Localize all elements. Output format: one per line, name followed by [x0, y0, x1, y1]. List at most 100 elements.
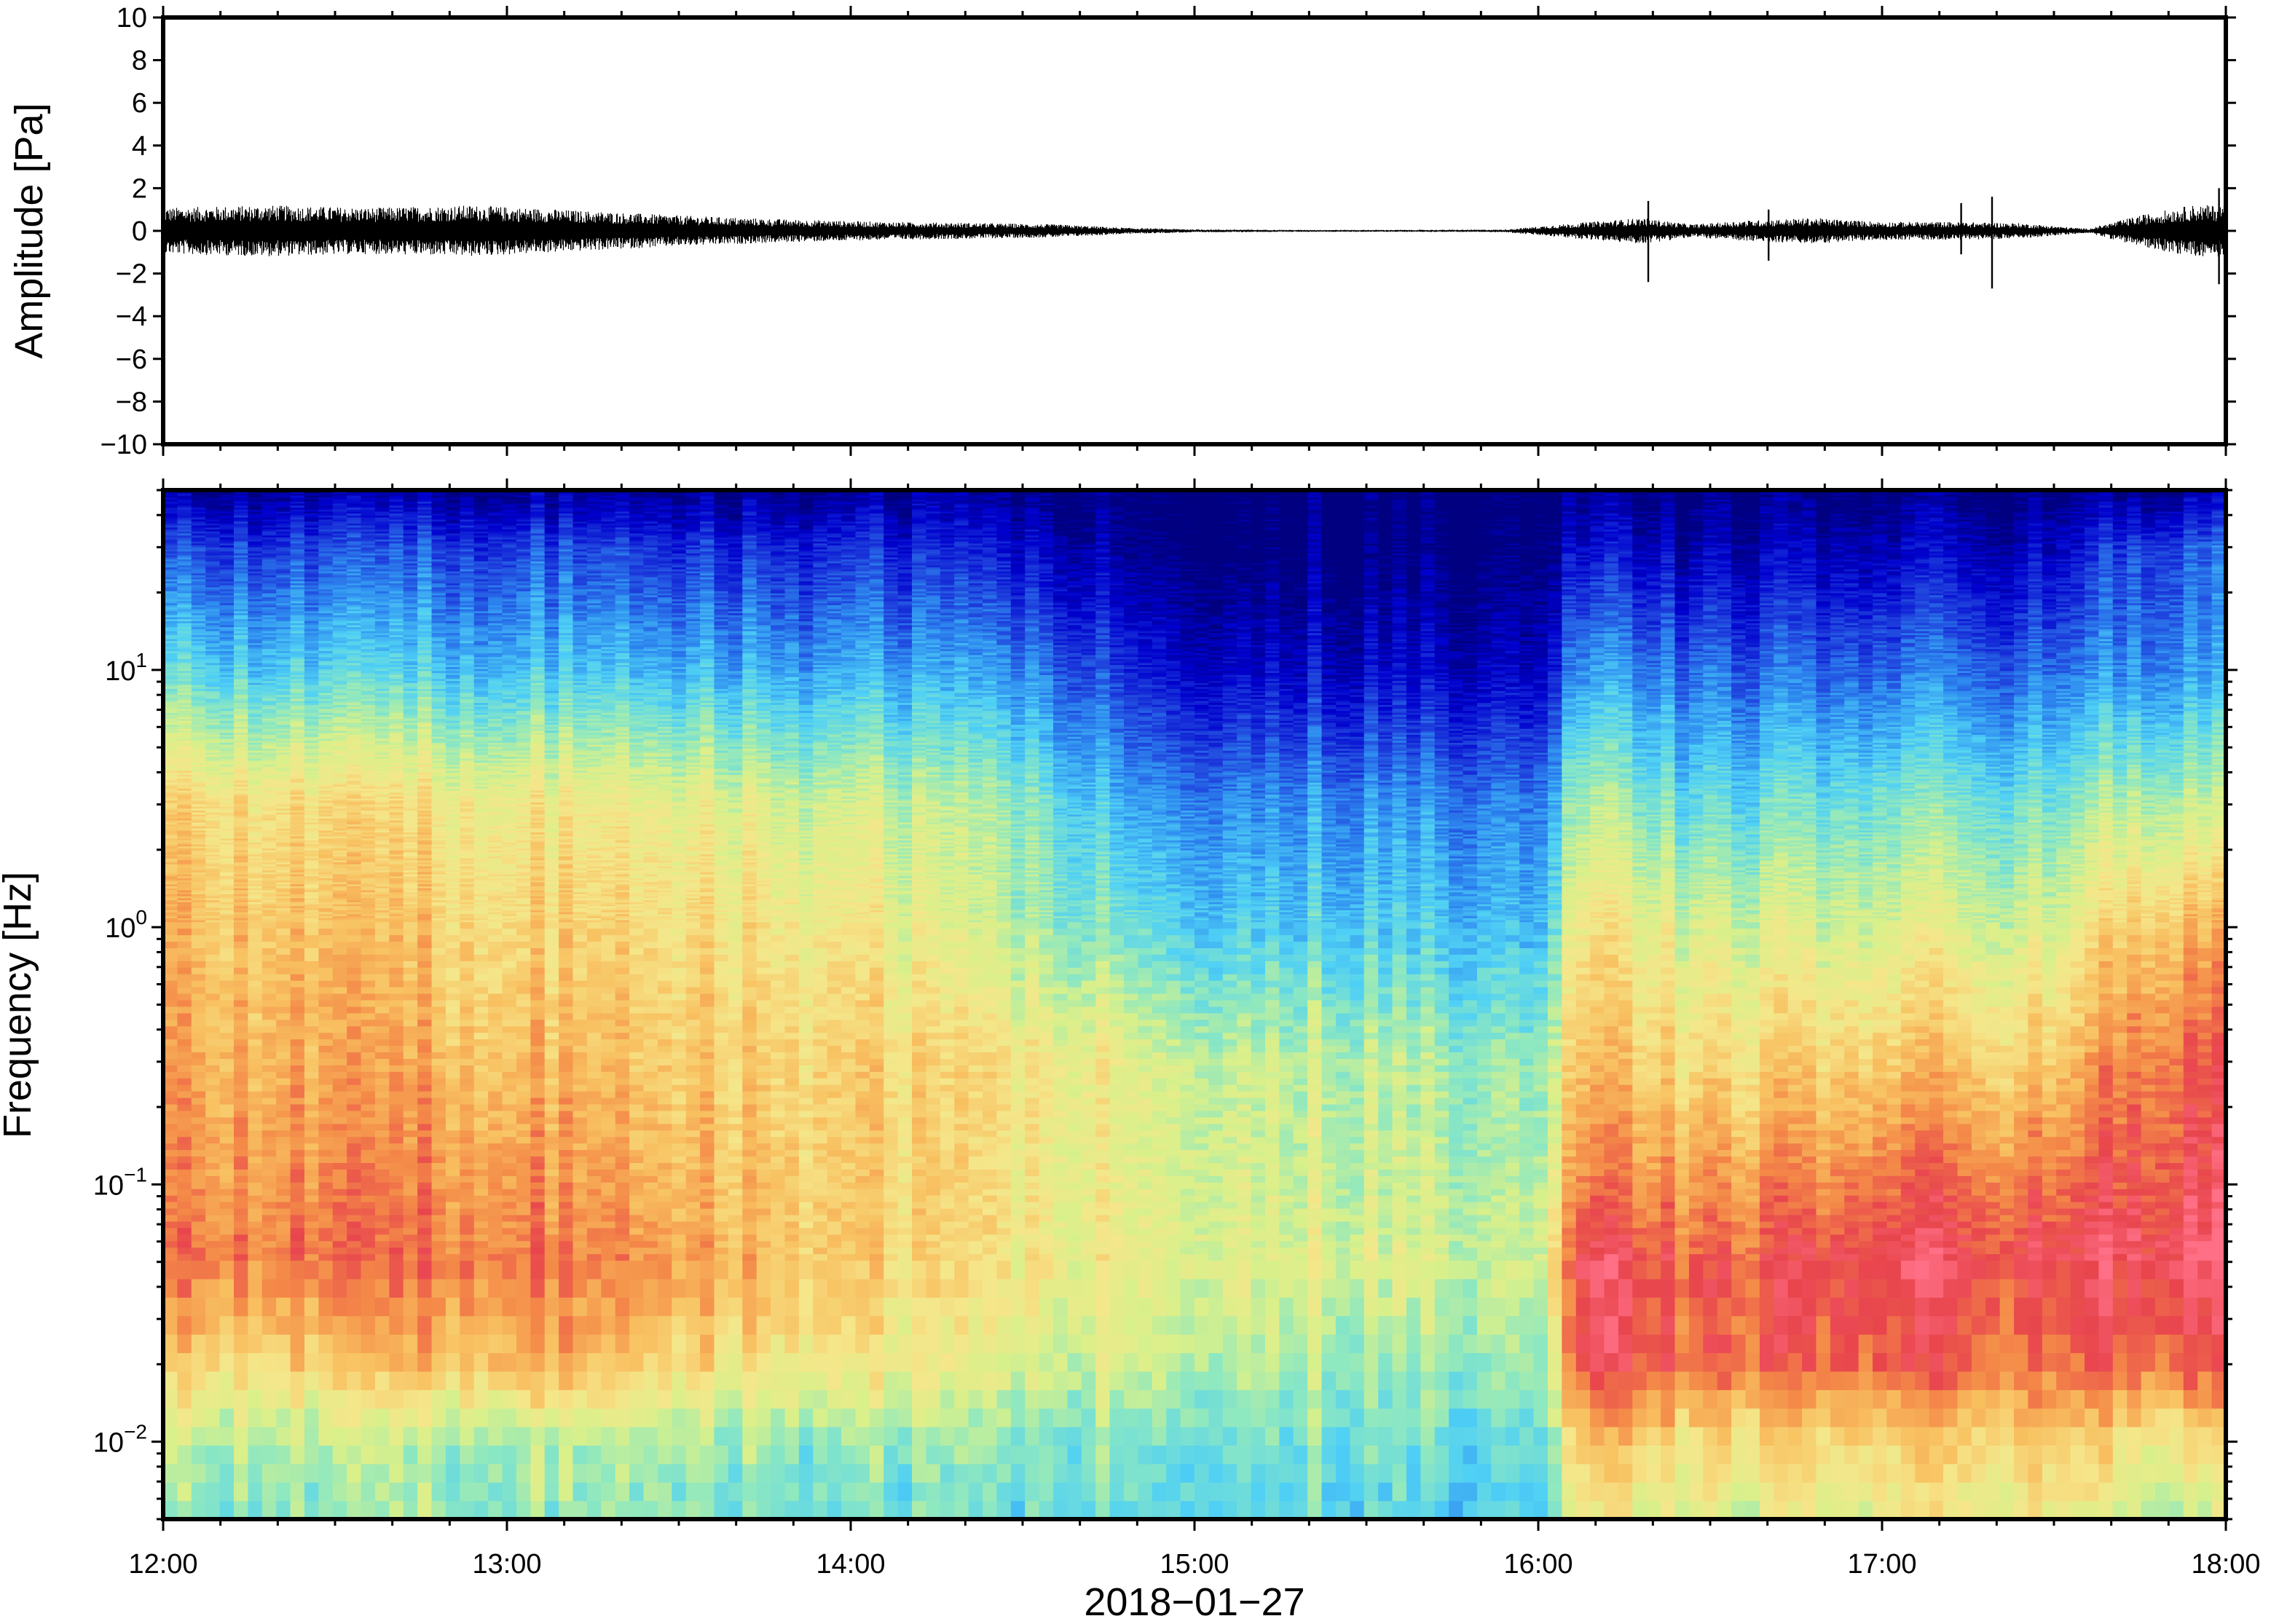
spectrogram-cell — [192, 1247, 206, 1255]
spectrogram-cell — [192, 1195, 206, 1202]
spectrogram-cell — [192, 1000, 206, 1007]
spectrogram-cell — [205, 1078, 220, 1085]
spectrogram-cell — [177, 954, 192, 961]
spectrogram-cell — [205, 1033, 220, 1040]
spectrogram-cell — [177, 980, 192, 988]
spectrogram-heatmap — [163, 490, 2227, 1520]
spectrogram-cell — [192, 935, 206, 942]
spectrogram-cell — [192, 967, 206, 974]
spectrogram-cell — [177, 1175, 192, 1183]
spectrogram-cell — [205, 1182, 220, 1189]
spectrogram-cell — [177, 1169, 192, 1176]
spectrogram-cell — [192, 1013, 206, 1020]
spectrogram-cell — [192, 1143, 206, 1151]
spectrogram-cell — [177, 1084, 192, 1092]
spectrogram-cell — [192, 1097, 206, 1105]
spectrogram-cell — [177, 1150, 192, 1157]
spectrogram-cell — [205, 1065, 220, 1072]
waveform-y-tick-label: 8 — [132, 46, 147, 76]
spectrogram-cell — [192, 980, 206, 988]
spectrogram-cell — [192, 1182, 206, 1189]
spectrogram-cell — [177, 1104, 192, 1111]
spectrogram-cell — [205, 1124, 220, 1131]
spectrogram-cell — [192, 1241, 206, 1248]
spectrogram-cell — [205, 1104, 220, 1111]
spectrogram-cell — [205, 1169, 220, 1176]
spectrogram-cell — [177, 941, 192, 948]
spectrogram-cell — [192, 1175, 206, 1183]
spectrogram-cell — [177, 1097, 192, 1105]
spectrogram-cell — [205, 1117, 220, 1124]
spectrogram-cell — [177, 987, 192, 994]
spectrogram-cell — [177, 1091, 192, 1098]
spectrogram-cell — [205, 929, 220, 936]
spectrogram-cell — [177, 1058, 192, 1065]
spectrogram-cell — [205, 922, 220, 929]
spectrogram-cell — [205, 1464, 220, 1483]
spectrogram-cell — [205, 1162, 220, 1170]
waveform-y-axis-title: Amplitude [Pa] — [7, 103, 51, 358]
spectrogram-cell — [192, 1071, 206, 1079]
spectrogram-cell — [192, 1215, 206, 1222]
spectrogram-cell — [192, 1006, 206, 1014]
spectrogram-cell — [192, 1279, 206, 1298]
spectrogram-cell — [205, 1097, 220, 1105]
waveform-y-tick-label: 6 — [132, 88, 147, 119]
spectrogram-cell — [192, 1084, 206, 1092]
spectrogram-cell — [177, 1020, 192, 1027]
spectrogram-cell — [192, 929, 206, 936]
spectrogram-cell — [192, 1046, 206, 1053]
spectrogram-cell — [205, 1195, 220, 1202]
spectrogram-cell — [205, 1371, 220, 1390]
spectrogram-cell — [177, 1117, 192, 1124]
spectrogram-cell — [192, 1202, 206, 1209]
spectrogram-cell — [192, 954, 206, 961]
spectrogram-cell — [192, 974, 206, 981]
spectrogram-cell — [177, 1221, 192, 1229]
spectrogram-cell — [177, 1445, 192, 1464]
spectrogram-cell — [177, 1013, 192, 1020]
spectrogram-cell — [192, 1162, 206, 1170]
spectrogram-cell — [192, 1254, 206, 1261]
spectrogram-cell — [177, 1427, 192, 1446]
spectrogram-cell — [192, 1078, 206, 1085]
waveform-y-tick-label: 0 — [132, 216, 147, 247]
spectrogram-cell — [205, 1084, 220, 1092]
spectrogram-cell — [177, 1215, 192, 1222]
spectrogram-cell — [177, 1000, 192, 1007]
spectrogram-cell — [205, 1137, 220, 1144]
spectrogram-cell — [205, 1202, 220, 1209]
spectrogram-cell — [177, 1408, 192, 1427]
spectrogram-cell — [205, 1000, 220, 1007]
waveform-y-tick-label: 4 — [132, 131, 147, 162]
spectrogram-cell — [192, 1261, 206, 1280]
spectrogram-cell — [205, 954, 220, 961]
spectrogram-cell — [192, 1104, 206, 1111]
spectrogram-cell — [192, 1052, 206, 1059]
spectrogram-cell — [177, 1033, 192, 1040]
spectrogram-cell — [205, 935, 220, 942]
spectrogram-cell — [192, 1169, 206, 1176]
spectrogram-cell — [177, 935, 192, 942]
waveform-y-tick-label: −4 — [116, 301, 147, 332]
spectrogram-cell — [192, 1445, 206, 1464]
spectrogram-cell — [205, 941, 220, 948]
spectrogram-cell — [192, 1033, 206, 1040]
spectrogram-cell — [192, 1297, 206, 1316]
spectrogram-cell — [205, 1020, 220, 1027]
spectrogram-cell — [177, 1124, 192, 1131]
spectrogram-cell — [177, 1026, 192, 1033]
spectrogram-cell — [177, 947, 192, 955]
spectrogram-cell — [177, 1156, 192, 1163]
spectrogram-cell — [192, 1408, 206, 1427]
waveform-y-tick-label: −6 — [116, 344, 147, 375]
waveform-y-tick-label: −2 — [116, 259, 147, 290]
spectrogram-cell — [177, 1078, 192, 1085]
spectrogram-cell — [205, 1316, 220, 1335]
spectrogram-cell — [205, 1352, 220, 1371]
spectrogram-cell — [205, 1215, 220, 1222]
waveform-y-tick-label: 2 — [132, 173, 147, 204]
spectrogram-cell — [192, 1020, 206, 1027]
spectrogram-cell — [192, 1427, 206, 1446]
spectrogram-cell — [205, 961, 220, 968]
